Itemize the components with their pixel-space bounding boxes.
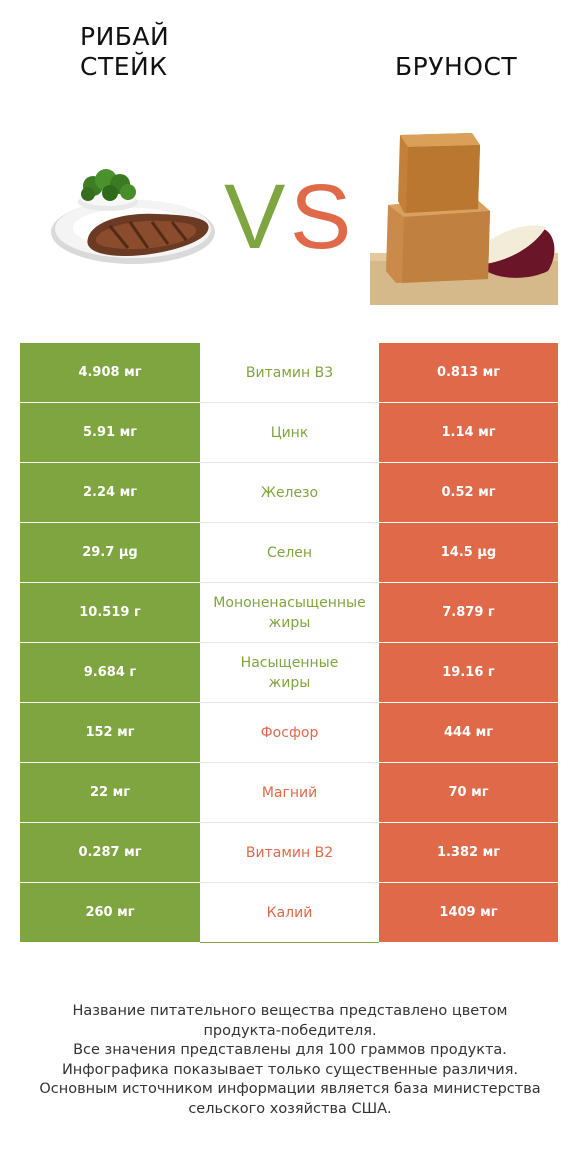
row-divider bbox=[200, 822, 379, 823]
right-value-cell: 0.813 мг bbox=[379, 343, 558, 402]
vs-v-letter: V bbox=[224, 166, 285, 262]
table-row: 22 мг Магний 70 мг bbox=[20, 763, 558, 823]
nutrient-name-part: жиры bbox=[268, 614, 311, 631]
table-row: 0.287 мг Витамин B2 1.382 мг bbox=[20, 823, 558, 883]
right-value-cell: 1409 мг bbox=[379, 883, 558, 942]
nutrient-name-cell: Селен bbox=[200, 523, 379, 582]
right-value-cell: 1.14 мг bbox=[379, 403, 558, 462]
table-row: 9.684 г Насыщенные жиры 19.16 г bbox=[20, 643, 558, 703]
left-product-title-line2: СТЕЙК bbox=[80, 52, 168, 81]
table-row: 260 мг Калий 1409 мг bbox=[20, 883, 558, 943]
right-value-cell: 14.5 µg bbox=[379, 523, 558, 582]
left-value-cell: 9.684 г bbox=[20, 643, 200, 702]
footer-notes: Название питательного вещества представл… bbox=[30, 1002, 550, 1119]
left-value-cell: 0.287 мг bbox=[20, 823, 200, 882]
row-divider bbox=[200, 642, 379, 643]
row-divider bbox=[200, 582, 379, 583]
vs-label: V S bbox=[224, 166, 351, 262]
table-row: 10.519 г Мононенасыщенные жиры 7.879 г bbox=[20, 583, 558, 643]
vs-s-letter: S bbox=[290, 166, 351, 262]
left-value-cell: 2.24 мг bbox=[20, 463, 200, 522]
nutrient-name-cell: Калий bbox=[200, 883, 379, 942]
left-product-title: РИБАЙ СТЕЙК bbox=[80, 22, 220, 82]
footer-line: Название питательного вещества представл… bbox=[72, 1003, 508, 1019]
table-row: 152 мг Фосфор 444 мг bbox=[20, 703, 558, 763]
right-value-cell: 444 мг bbox=[379, 703, 558, 762]
footer-line: Все значения представлены для 100 граммо… bbox=[73, 1042, 507, 1058]
nutrient-name-cell: Мононенасыщенные жиры bbox=[200, 583, 379, 642]
nutrient-name-cell: Витамин B2 bbox=[200, 823, 379, 882]
comparison-table: 4.908 мг Витамин B3 0.813 мг 5.91 мг Цинк 1.1… bbox=[20, 343, 558, 943]
right-product-title: БРУНОСТ bbox=[395, 52, 518, 81]
table-row: 29.7 µg Селен 14.5 µg bbox=[20, 523, 558, 583]
row-divider bbox=[200, 702, 379, 703]
ribeye-steak-image bbox=[51, 169, 215, 264]
left-value-cell: 260 мг bbox=[20, 883, 200, 942]
table-row: 2.24 мг Железо 0.52 мг bbox=[20, 463, 558, 523]
left-value-cell: 29.7 µg bbox=[20, 523, 200, 582]
nutrient-name-cell: Цинк bbox=[200, 403, 379, 462]
nutrient-name-cell: Витамин B3 bbox=[200, 343, 379, 402]
nutrient-name-cell: Железо bbox=[200, 463, 379, 522]
row-divider bbox=[200, 882, 379, 883]
nutrient-name-cell: Магний bbox=[200, 763, 379, 822]
table-row: 4.908 мг Витамин B3 0.813 мг bbox=[20, 343, 558, 403]
nutrient-name-part: Мононенасыщенные bbox=[213, 594, 366, 611]
right-value-cell: 0.52 мг bbox=[379, 463, 558, 522]
nutrient-name-cell: Насыщенные жиры bbox=[200, 643, 379, 702]
nutrient-name-part: жиры bbox=[268, 674, 311, 691]
left-value-cell: 4.908 мг bbox=[20, 343, 200, 402]
row-divider bbox=[200, 762, 379, 763]
footer-line: продукта-победителя. bbox=[203, 1022, 377, 1039]
left-value-cell: 10.519 г bbox=[20, 583, 200, 642]
brunost-cheese-image bbox=[370, 133, 558, 305]
left-value-cell: 152 мг bbox=[20, 703, 200, 762]
footer-line: Основным источником информации является … bbox=[39, 1081, 541, 1097]
left-product-title-line1: РИБАЙ bbox=[80, 22, 170, 51]
left-value-cell: 22 мг bbox=[20, 763, 200, 822]
footer-line: сельского хозяйства США. bbox=[188, 1100, 392, 1117]
right-value-cell: 1.382 мг bbox=[379, 823, 558, 882]
row-divider bbox=[200, 462, 379, 463]
right-value-cell: 7.879 г bbox=[379, 583, 558, 642]
right-value-cell: 19.16 г bbox=[379, 643, 558, 702]
footer-line: Инфографика показывает только существенн… bbox=[61, 1061, 519, 1078]
row-divider bbox=[200, 402, 379, 403]
right-value-cell: 70 мг bbox=[379, 763, 558, 822]
nutrient-name-cell: Фосфор bbox=[200, 703, 379, 762]
row-divider bbox=[200, 522, 379, 523]
table-row: 5.91 мг Цинк 1.14 мг bbox=[20, 403, 558, 463]
nutrient-name-part: Насыщенные bbox=[240, 654, 339, 671]
left-value-cell: 5.91 мг bbox=[20, 403, 200, 462]
row-divider bbox=[200, 942, 379, 943]
